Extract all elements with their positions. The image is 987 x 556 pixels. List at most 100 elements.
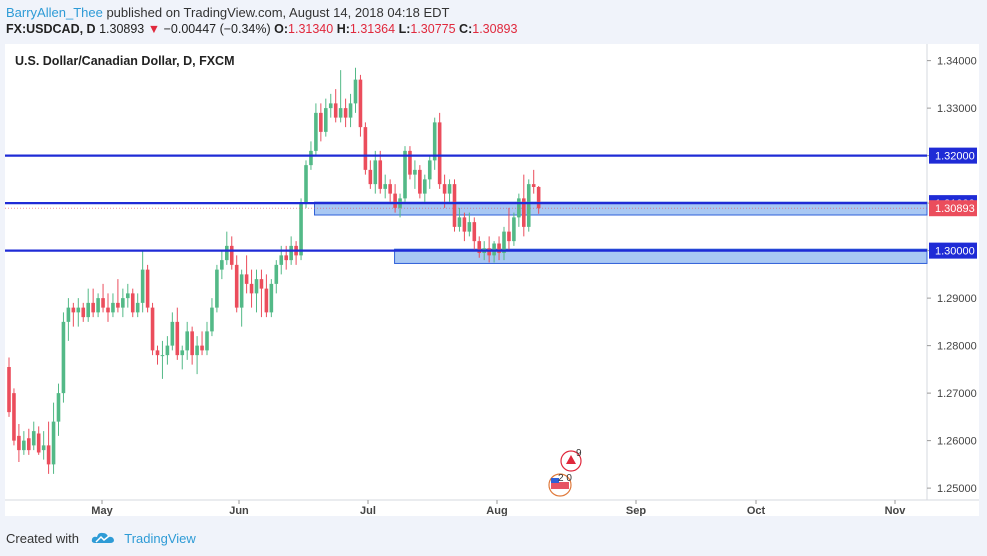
chart-panel[interactable]: U.S. Dollar/Canadian Dollar, D, FXCM 1.3… bbox=[5, 44, 979, 517]
candle-body bbox=[106, 307, 110, 313]
candle-body bbox=[61, 321, 66, 394]
candle-body bbox=[91, 302, 95, 313]
x-tick-label: Sep bbox=[626, 505, 646, 516]
candle-body bbox=[66, 307, 71, 322]
candle-body bbox=[487, 248, 491, 256]
price-change: −0.00447 (−0.34%) bbox=[163, 22, 271, 36]
last-price-label: 1.30893 bbox=[935, 203, 975, 215]
candle-body bbox=[388, 184, 392, 194]
candle-body bbox=[140, 269, 145, 303]
candle-body bbox=[225, 245, 229, 261]
candle-body bbox=[17, 435, 21, 451]
candle-body bbox=[56, 393, 61, 422]
candle-body bbox=[338, 108, 343, 118]
candle-body bbox=[130, 293, 135, 313]
candle-body bbox=[423, 179, 427, 194]
candle-body bbox=[522, 198, 526, 227]
y-tick-label: 1.25000 bbox=[937, 483, 977, 495]
y-tick-label: 1.26000 bbox=[937, 436, 977, 448]
down-arrow-icon: ▼ bbox=[147, 22, 161, 36]
candle-body bbox=[150, 307, 155, 351]
events-group[interactable]: 9 2 0 bbox=[548, 448, 582, 497]
candle-body bbox=[462, 217, 467, 232]
candle-body bbox=[408, 150, 412, 175]
time-axis[interactable]: May Jun Jul Aug Sep Oct Nov bbox=[91, 500, 907, 517]
price-axis[interactable]: 1.340001.330001.320001.310001.300001.290… bbox=[927, 56, 977, 496]
candle-body bbox=[472, 222, 477, 242]
candle-body bbox=[447, 184, 452, 194]
candle-body bbox=[205, 331, 209, 351]
candle-body bbox=[274, 264, 279, 284]
open-value: 1.31340 bbox=[288, 22, 334, 36]
candle-body bbox=[101, 298, 105, 308]
candle-body bbox=[81, 307, 86, 318]
candle-body bbox=[116, 302, 120, 308]
candle-body bbox=[319, 112, 323, 132]
candle-body bbox=[195, 345, 199, 356]
candle-body bbox=[145, 269, 150, 308]
level-price-badge bbox=[929, 242, 977, 259]
candle-body bbox=[185, 331, 189, 351]
candle-body bbox=[46, 445, 51, 465]
tradingview-cloud-icon[interactable] bbox=[91, 531, 115, 548]
candle-body bbox=[239, 274, 244, 308]
candle-body bbox=[269, 283, 274, 313]
candle-body bbox=[348, 103, 353, 118]
candle-body bbox=[418, 169, 422, 194]
candle-body bbox=[309, 150, 313, 166]
candle-body bbox=[96, 298, 100, 313]
candle-body bbox=[437, 122, 442, 185]
candle-body bbox=[304, 165, 308, 204]
candle-body bbox=[353, 79, 358, 104]
candle-body bbox=[314, 112, 318, 151]
support-zone[interactable] bbox=[394, 248, 928, 264]
y-tick-label: 1.28000 bbox=[937, 341, 977, 353]
candle-body bbox=[7, 367, 11, 413]
candle-body bbox=[36, 433, 41, 453]
candle-body bbox=[160, 355, 165, 357]
high-value: 1.31364 bbox=[349, 22, 396, 36]
candle-body bbox=[22, 440, 26, 451]
candle-body bbox=[215, 269, 219, 308]
candle-body bbox=[284, 255, 288, 261]
candle-body bbox=[492, 243, 496, 256]
candle-body bbox=[393, 193, 397, 208]
high-label: H: bbox=[336, 22, 350, 36]
x-tick-label: Jul bbox=[360, 505, 376, 516]
last-price-badge bbox=[929, 200, 977, 217]
candle-body bbox=[200, 345, 204, 351]
candle-body bbox=[536, 186, 541, 209]
symbol-ohlc-bar: FX:USDCAD, D 1.30893 ▼ −0.00447 (−0.34%)… bbox=[6, 22, 517, 36]
candle-body bbox=[526, 184, 531, 227]
y-tick-label: 1.34000 bbox=[937, 56, 977, 68]
candle-body bbox=[328, 103, 333, 109]
candle-body bbox=[244, 274, 249, 284]
candle-body bbox=[432, 122, 437, 161]
candle-body bbox=[497, 243, 501, 253]
candle-body bbox=[378, 160, 383, 189]
low-value: 1.30775 bbox=[410, 22, 456, 36]
candle-body bbox=[175, 321, 180, 356]
candle-body bbox=[254, 279, 259, 294]
candle-body bbox=[86, 302, 90, 318]
candle-body bbox=[126, 293, 130, 299]
candle-body bbox=[507, 231, 511, 242]
tradingview-link[interactable]: TradingView bbox=[124, 531, 196, 546]
x-tick-label: Aug bbox=[486, 505, 507, 516]
zones-group bbox=[314, 201, 928, 264]
candle-body bbox=[502, 231, 506, 253]
candle-body bbox=[403, 150, 407, 199]
candle-body bbox=[155, 350, 160, 356]
candle-body bbox=[477, 241, 482, 253]
candle-body bbox=[333, 103, 338, 118]
candle-body bbox=[289, 245, 293, 261]
event-count: 9 bbox=[576, 448, 582, 459]
usa-stars-icon bbox=[551, 478, 559, 483]
candle-body bbox=[363, 127, 368, 170]
x-tick-label: Nov bbox=[885, 505, 907, 516]
x-tick-label: Oct bbox=[747, 505, 766, 516]
candlestick-chart[interactable]: U.S. Dollar/Canadian Dollar, D, FXCM 1.3… bbox=[5, 44, 979, 517]
author-link[interactable]: BarryAllen_Thee bbox=[6, 5, 103, 20]
x-tick-label: Jun bbox=[229, 505, 249, 516]
candle-body bbox=[234, 264, 239, 308]
